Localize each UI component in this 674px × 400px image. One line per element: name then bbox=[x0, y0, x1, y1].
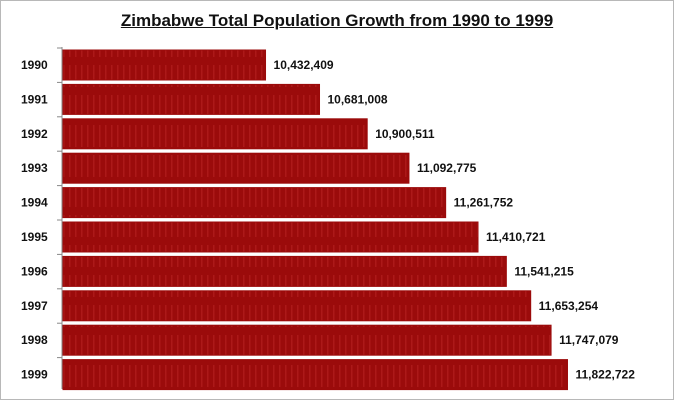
data-label: 11,541,215 bbox=[514, 264, 574, 278]
category-label: 1992 bbox=[21, 127, 48, 141]
category-label: 1994 bbox=[21, 196, 48, 210]
bar-1995 bbox=[62, 221, 479, 253]
bar-1992 bbox=[62, 118, 368, 150]
data-label: 11,653,254 bbox=[539, 299, 599, 313]
data-label: 10,681,008 bbox=[328, 92, 388, 106]
data-label: 11,747,079 bbox=[559, 333, 619, 347]
category-label: 1993 bbox=[21, 161, 48, 175]
category-label: 1997 bbox=[21, 299, 48, 313]
data-label: 11,092,775 bbox=[417, 161, 477, 175]
category-label: 1999 bbox=[21, 368, 48, 382]
bar-1996 bbox=[62, 255, 507, 287]
bar-1993 bbox=[62, 152, 410, 184]
category-label: 1998 bbox=[21, 333, 48, 347]
data-label: 10,900,511 bbox=[375, 127, 435, 141]
data-label: 11,261,752 bbox=[454, 196, 514, 210]
data-label: 10,432,409 bbox=[274, 58, 334, 72]
data-label: 11,410,721 bbox=[486, 230, 546, 244]
chart-title: Zimbabwe Total Population Growth from 19… bbox=[120, 11, 554, 30]
category-label: 1995 bbox=[21, 230, 48, 244]
category-label: 1990 bbox=[21, 58, 48, 72]
bar-1998 bbox=[62, 324, 552, 356]
data-label: 11,822,722 bbox=[575, 368, 635, 382]
category-label: 1996 bbox=[21, 264, 48, 278]
bar-1999 bbox=[62, 359, 568, 391]
bar-1997 bbox=[62, 290, 532, 322]
bar-1994 bbox=[62, 187, 447, 219]
category-label: 1991 bbox=[21, 92, 48, 106]
bar-1991 bbox=[62, 83, 321, 115]
bar-1990 bbox=[62, 49, 267, 81]
